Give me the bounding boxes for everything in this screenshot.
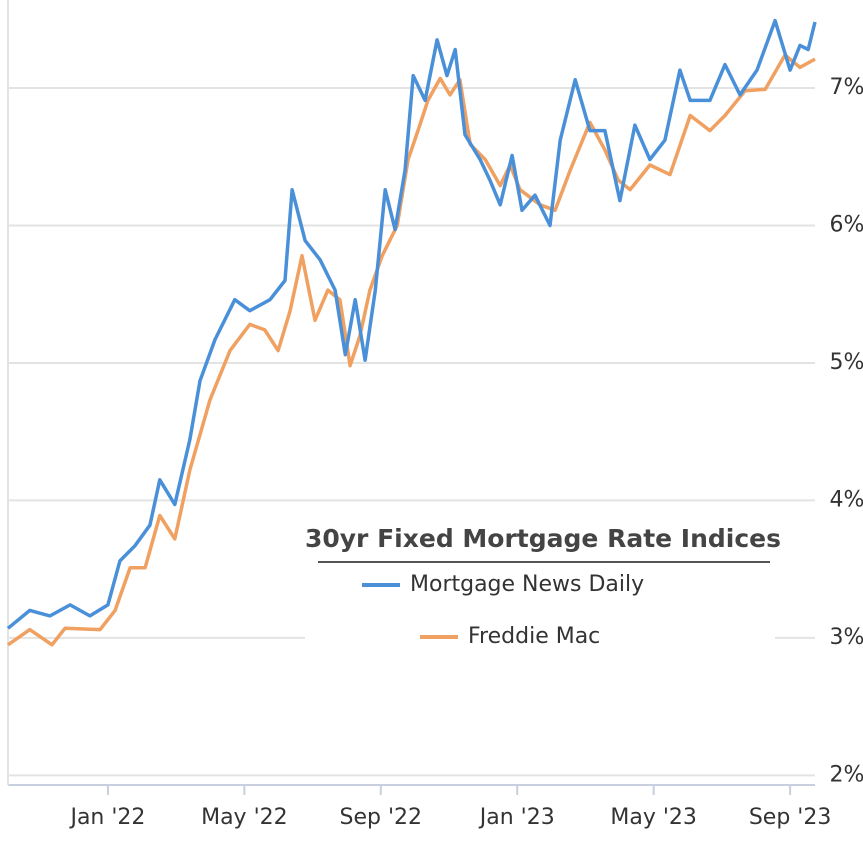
x-tick-label: Sep '22 — [340, 805, 423, 830]
x-tick-label: Jan '22 — [68, 805, 145, 830]
grid: 2% 3% 4% 5% 6% 7% Jan '22 May '22 Sep '22 Jan '23… — [7, 0, 863, 830]
x-tick-label: May '23 — [610, 805, 697, 830]
lines — [6, 18, 817, 647]
legend-label: Freddie Mac — [468, 624, 600, 649]
y-tick-label: 2% — [830, 762, 863, 787]
y-tick-label: 5% — [830, 350, 863, 375]
legend-title: 30yr Fixed Mortgage Rate Indices — [305, 524, 781, 553]
y-tick-label: 6% — [830, 212, 863, 237]
y-tick-label: 3% — [830, 625, 863, 650]
y-tick-label: 7% — [830, 75, 863, 100]
x-tick-label: May '22 — [201, 805, 288, 830]
series-line — [6, 18, 817, 630]
legend-background — [305, 520, 775, 660]
series-line — [6, 53, 816, 647]
x-tick-label: Jan '23 — [478, 805, 555, 830]
legend-label: Mortgage News Daily — [410, 572, 644, 597]
legend: 30yr Fixed Mortgage Rate Indices Mortgag… — [305, 520, 781, 660]
x-tick-label: Sep '23 — [749, 805, 832, 830]
y-tick-label: 4% — [830, 487, 863, 512]
